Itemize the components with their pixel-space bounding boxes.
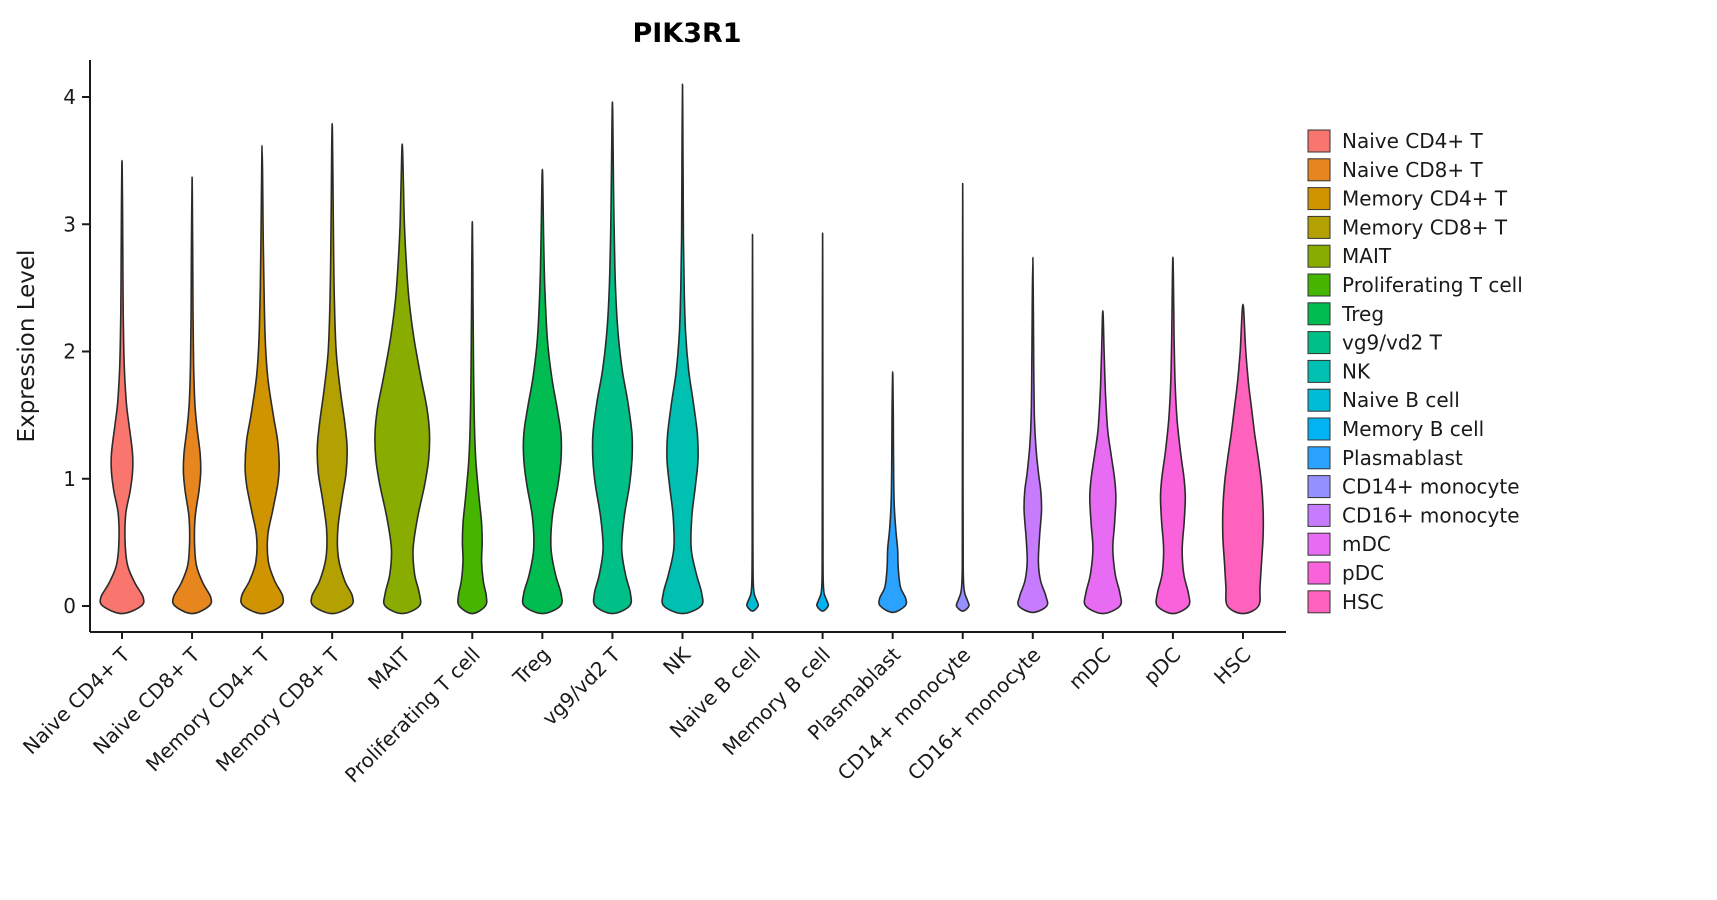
x-tick-label: NK — [658, 642, 695, 679]
x-tick-label: CD14+ monocyte — [833, 643, 976, 786]
x-tick-label: Treg — [507, 643, 554, 690]
legend-label: Treg — [1341, 302, 1384, 326]
violin-mait — [374, 143, 431, 615]
y-tick-label: 0 — [63, 594, 76, 618]
violin-treg — [521, 168, 563, 615]
x-tick-label: HSC — [1209, 643, 1255, 689]
x-tick-label: pDC — [1139, 643, 1186, 690]
legend-swatch — [1307, 446, 1331, 470]
y-tick-label: 2 — [63, 340, 76, 364]
legend-swatch — [1307, 388, 1331, 412]
legend-label: HSC — [1342, 590, 1384, 614]
violin-hsc — [1221, 303, 1265, 615]
legend-label: CD14+ monocyte — [1342, 475, 1520, 499]
legend-label: mDC — [1342, 532, 1391, 556]
violin-memory-b-cell — [816, 232, 830, 612]
violin-cd16-monocyte — [1017, 256, 1049, 614]
legend-label: Memory CD4+ T — [1342, 187, 1508, 211]
legend-swatch — [1307, 187, 1331, 211]
violin-plasmablast — [878, 371, 908, 614]
legend-swatch — [1307, 417, 1331, 441]
violin-naive-cd4-t — [99, 159, 145, 615]
chart-title: PIK3R1 — [632, 18, 741, 49]
axes: 0 1 2 3 4 — [63, 60, 1286, 633]
legend-swatch — [1307, 475, 1331, 499]
legend-swatch — [1307, 561, 1331, 585]
legend-label: Naive CD4+ T — [1342, 129, 1483, 153]
legend-label: Memory CD8+ T — [1342, 215, 1508, 239]
legend-swatch — [1307, 302, 1331, 326]
legend-swatch — [1307, 273, 1331, 297]
y-tick-label: 1 — [63, 467, 76, 491]
legend-swatch — [1307, 215, 1331, 239]
x-tick-label: Memory CD4+ T — [141, 642, 275, 776]
violin-memory-cd4-t — [240, 144, 285, 615]
legend-label: Memory B cell — [1342, 417, 1484, 441]
y-tick-label: 4 — [63, 85, 76, 109]
legend-swatch — [1307, 359, 1331, 383]
y-tick-label: 3 — [63, 212, 76, 236]
legend-swatch — [1307, 590, 1331, 614]
legend-label: Naive B cell — [1342, 388, 1460, 412]
y-axis-label: Expression Level — [14, 250, 40, 443]
violin-mdc — [1083, 310, 1123, 615]
violin-memory-cd8-t — [310, 122, 354, 615]
violin-naive-b-cell — [745, 233, 760, 612]
x-tick-label: Proliferating T cell — [340, 643, 485, 788]
legend-label: Plasmablast — [1342, 446, 1463, 470]
violins-group — [99, 83, 1265, 615]
legend-label: Proliferating T cell — [1342, 273, 1523, 297]
violin-nk — [661, 83, 704, 615]
x-tick-label: mDC — [1064, 643, 1116, 695]
x-tick-label: vg9/vd2 T — [537, 642, 625, 730]
x-tick-label: Memory CD8+ T — [211, 642, 345, 776]
legend-swatch — [1307, 129, 1331, 153]
legend-label: pDC — [1342, 561, 1384, 585]
legend-label: vg9/vd2 T — [1342, 331, 1443, 355]
violin-proliferating-t-cell — [457, 220, 488, 615]
legend-label: Naive CD8+ T — [1342, 158, 1483, 182]
violin-cd14-monocyte — [955, 182, 970, 612]
legend-swatch — [1307, 532, 1331, 556]
legend-swatch — [1307, 331, 1331, 355]
violin-naive-cd8-t — [171, 176, 213, 615]
violin-pdc — [1155, 256, 1191, 615]
legend-swatch — [1307, 503, 1331, 527]
legend-swatch — [1307, 158, 1331, 182]
legend-label: CD16+ monocyte — [1342, 503, 1520, 527]
x-tick-label: CD16+ monocyte — [903, 643, 1046, 786]
violin-vg9-vd2-t — [591, 101, 634, 615]
legend-swatch — [1307, 244, 1331, 268]
legend: Naive CD4+ T Naive CD8+ T Memory CD4+ T Mem… — [1307, 129, 1523, 614]
x-tick-label: MAIT — [363, 642, 415, 694]
legend-label: NK — [1342, 359, 1371, 383]
legend-label: MAIT — [1342, 244, 1392, 268]
